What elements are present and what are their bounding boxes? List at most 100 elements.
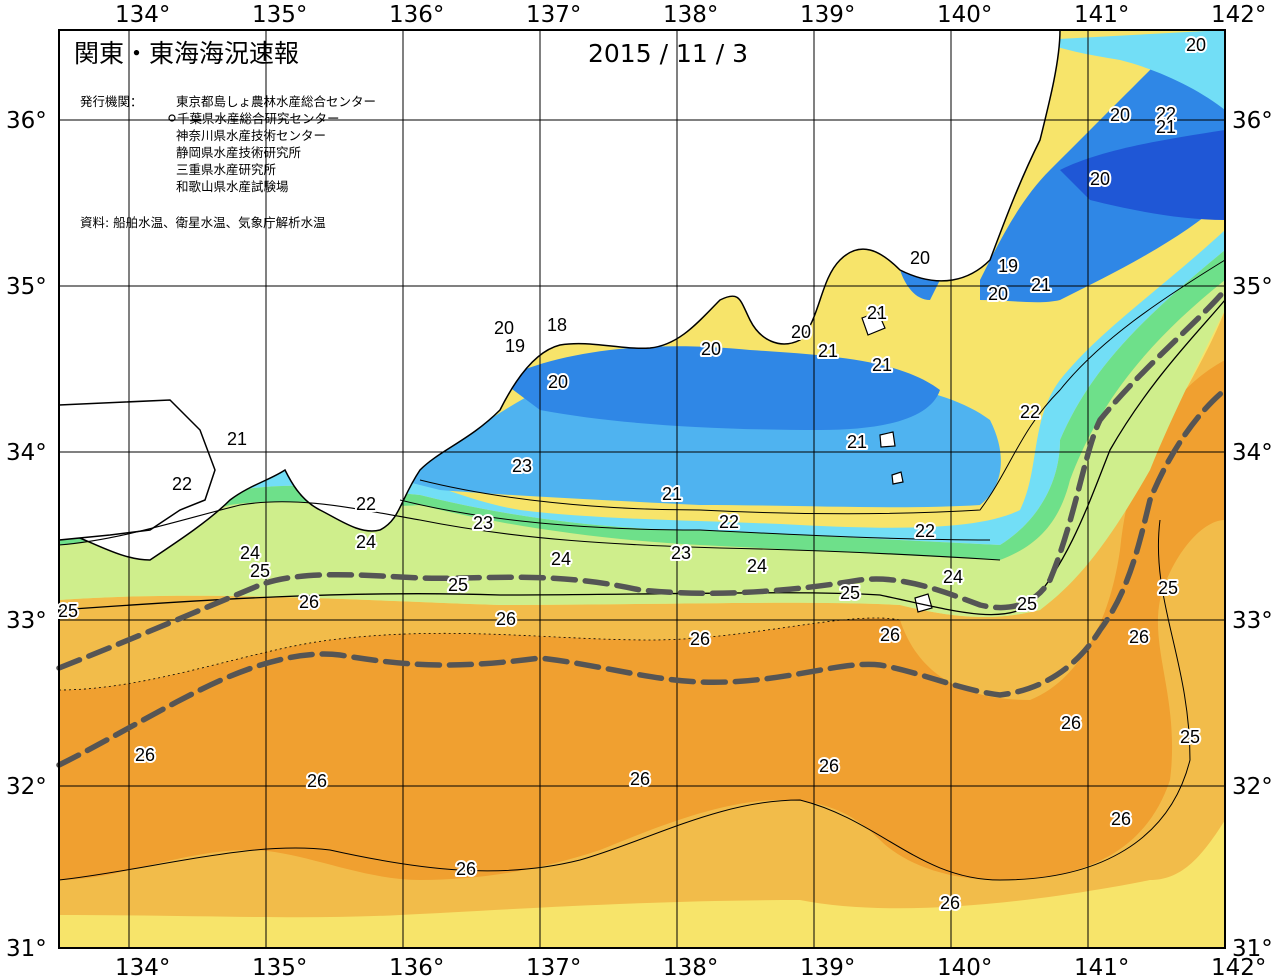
lat-label-35-right: 35° [1232,274,1273,300]
lon-label-138-bottom: 138° [663,955,718,980]
lon-label-140-bottom: 140° [937,955,992,980]
isotherm-label: 26 [307,771,327,791]
isotherm-label: 22 [356,494,376,514]
isotherm-label: 23 [512,456,532,476]
isotherm-label: 21 [872,355,892,375]
isotherm-label: 26 [1061,713,1081,733]
lon-label-139-bottom: 139° [800,955,855,980]
isotherm-label: 24 [943,567,963,587]
lat-label-36-left: 36° [6,108,47,134]
isotherm-label: 24 [240,543,260,563]
izu-oshima [861,311,886,336]
publisher-1: 東京都島しょ農林水産総合センター [176,94,376,109]
isotherm-label: 25 [1017,594,1037,614]
isotherm-label: 20 [1110,105,1130,125]
isotherm-label: 20 [701,339,721,359]
map-title: 関東・東海海況速報 [74,39,299,68]
isotherm-label: 21 [1031,275,1051,295]
isotherm-label: 25 [250,561,270,581]
lat-label-31-left: 31° [6,936,47,962]
lon-label-135-bottom: 135° [252,955,307,980]
lat-label-33-right: 33° [1232,608,1273,634]
kuroshio-north-edge [56,287,1228,671]
kuroshio-south-edge [56,387,1228,768]
isotherm-label: 21 [1156,117,1176,137]
isotherm-label: 22 [915,521,935,541]
mikura-island [891,471,904,485]
lon-label-142-bottom: 142° [1211,955,1266,980]
lon-label-141-bottom: 141° [1074,955,1129,980]
isotherm-label: 20 [1090,169,1110,189]
publisher-2: 千葉県水産総合研究センター [177,111,340,126]
publisher-block: 発行機関： 東京都島しょ農林水産総合センター 千葉県水産総合研究センター 神奈川… [80,94,376,230]
longitude-labels-bottom: 134° 135° 136° 137° 138° 139° 140° 141° … [115,955,1266,980]
isotherm-label: 25 [840,583,860,603]
isotherm-label: 20 [1186,35,1206,55]
lon-label-138-top: 138° [663,2,718,28]
isotherm-label: 25 [58,601,78,621]
isotherm-label: 22 [172,474,192,494]
isotherm-label: 22 [1156,104,1176,124]
lat-label-35-left: 35° [6,274,47,300]
lat-label-36-right: 36° [1232,108,1273,134]
shikoku-kii [58,399,216,541]
isotherm-label: 18 [547,315,567,335]
lon-label-139-top: 139° [800,2,855,28]
isotherm-label: 26 [1111,809,1131,829]
isotherm-label: 26 [299,592,319,612]
isotherm-label: 25 [1158,578,1178,598]
lon-label-137-bottom: 137° [526,955,581,980]
isotherm-23 [399,499,991,541]
isotherm-24 [58,501,1001,561]
longitude-labels-top: 134° 135° 136° 137° 138° 139° 140° 141° … [115,2,1266,28]
zone-27 [59,360,1225,880]
zone-19-ne [1060,130,1225,220]
lon-label-137-top: 137° [526,2,581,28]
isotherm-label: 20 [910,248,930,268]
isotherm-label: 20 [494,318,514,338]
publisher-label: 発行機関： [80,94,143,109]
isotherm-label: 24 [356,532,376,552]
lat-label-33-left: 33° [6,608,47,634]
isotherm-label: 25 [1180,727,1200,747]
isotherm-label: 22 [1020,402,1040,422]
isotherm-label: 24 [551,549,571,569]
lon-label-142-top: 142° [1211,2,1266,28]
map-date: 2015 / 11 / 3 [588,39,748,68]
zone-20 [500,346,940,430]
isotherm-label: 23 [473,513,493,533]
isotherm-label: 21 [662,484,682,504]
publisher-5: 三重県水産研究所 [176,162,276,177]
lat-label-34-right: 34° [1232,440,1273,466]
isotherm-label: 21 [818,341,838,361]
isotherm-label: 20 [988,284,1008,304]
lat-label-31-right: 31° [1232,936,1273,962]
lat-label-32-right: 32° [1232,774,1273,800]
data-source: 資料: 船舶水温、衛星水温、気象庁解析水温 [80,215,326,230]
lat-label-34-left: 34° [6,440,47,466]
isotherm-label: 19 [505,336,525,356]
zone-22-ne [1040,30,1225,110]
publisher-marker-icon [168,114,176,122]
isotherm-label: 26 [135,745,155,765]
latitude-labels-right: 36° 35° 34° 33° 32° 31° [1232,108,1273,962]
lat-lon-grid [59,30,1225,948]
isotherm-26 [58,519,1191,881]
lon-label-134-bottom: 134° [115,955,170,980]
isotherm-label: 23 [671,543,691,563]
lon-label-141-top: 141° [1074,2,1129,28]
isotherm-label: 22 [719,512,739,532]
publisher-3: 神奈川県水産技術センター [176,128,326,143]
map-frame [58,29,1226,949]
isotherm-label: 19 [998,256,1018,276]
publisher-6: 和歌山県水産試験場 [176,179,289,194]
isotherm-label: 26 [819,756,839,776]
isotherm-label: 26 [456,859,476,879]
isotherm-label: 26 [630,769,650,789]
isotherm-label: 21 [867,303,887,323]
isotherm-label: 24 [747,556,767,576]
lon-label-134-top: 134° [115,2,170,28]
isotherm-label: 21 [227,429,247,449]
